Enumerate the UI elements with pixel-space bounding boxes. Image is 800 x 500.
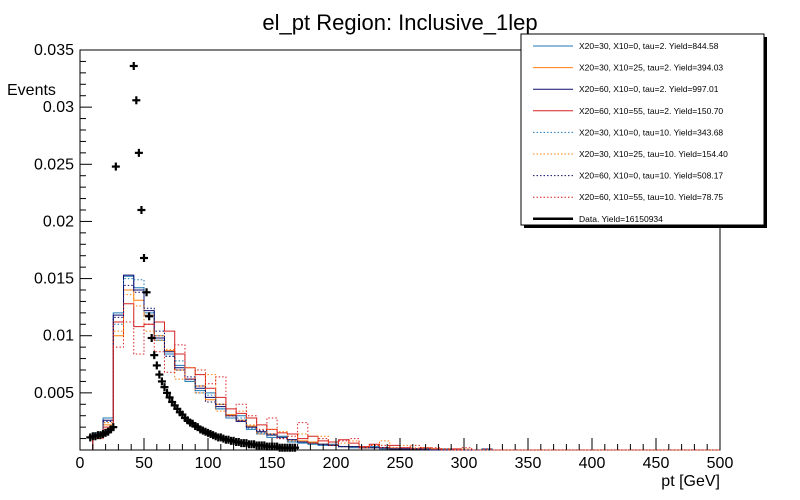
data-point (142, 288, 151, 297)
x-tick-label: 200 (323, 455, 350, 472)
legend-entry-label: Data. Yield=16150934 (579, 214, 663, 224)
y-tick-label: 0.01 (43, 328, 74, 345)
x-tick-label: 250 (387, 455, 414, 472)
data-point (163, 388, 172, 397)
data-point (109, 423, 118, 432)
data-point (129, 62, 138, 70)
x-tick-label: 150 (259, 455, 286, 472)
legend-entry-label: X20=60, X10=0, tau=2. Yield=997.01 (579, 84, 719, 94)
series-line-8 (92, 321, 720, 451)
data-point (150, 351, 159, 360)
legend-entry-label: X20=30, X10=0, tau=2. Yield=844.58 (579, 41, 719, 51)
data-point (134, 148, 143, 157)
y-axis-title: Events (7, 82, 56, 99)
chart-title: el_pt Region: Inclusive_1lep (262, 10, 537, 35)
y-tick-label: 0.005 (34, 385, 74, 402)
y-tick-label: 0.035 (34, 42, 74, 59)
data-point (152, 361, 161, 370)
x-tick-label: 450 (643, 455, 670, 472)
y-tick-label: 0.03 (43, 99, 74, 116)
axes-layer: 0 50 100 150 200 250 300 350 400 450 500 0.005 0.01 0… (34, 42, 733, 472)
data-point (111, 162, 120, 171)
legend-entry-label: X20=30, X10=25, tau=10. Yield=154.40 (579, 149, 728, 159)
series-line-6 (92, 294, 720, 451)
legend-entry-label: X20=30, X10=25, tau=2. Yield=394.03 (579, 63, 723, 73)
data-point (157, 377, 166, 386)
data-point (147, 334, 156, 342)
legend-entry-label: X20=60, X10=55, tau=10. Yield=78.75 (579, 192, 723, 202)
x-tick-label: 100 (195, 455, 222, 472)
y-tick-label: 0.025 (34, 156, 74, 173)
series-line-7 (92, 284, 720, 451)
x-tick-label: 0 (76, 455, 85, 472)
legend: X20=30, X10=0, tau=2. Yield=844.58 X20=30… (520, 33, 767, 228)
y-tick-label: 0.02 (43, 213, 74, 230)
legend-entry-label: X20=60, X10=0, tau=10. Yield=508.17 (579, 171, 723, 181)
data-point (155, 370, 164, 379)
x-tick-label: 50 (135, 455, 153, 472)
x-axis-title: pt [GeV] (661, 473, 720, 490)
x-tick-label: 500 (707, 455, 734, 472)
data-point (140, 254, 148, 262)
legend-entry-label: X20=30, X10=0, tau=10. Yield=343.68 (579, 127, 723, 137)
data-point (160, 383, 169, 392)
legend-box (520, 33, 765, 226)
data-point (132, 96, 141, 105)
x-tick-label: 350 (515, 455, 542, 472)
data-point (145, 312, 154, 321)
data-point (137, 206, 146, 214)
x-tick-label: 300 (451, 455, 478, 472)
series-layer (92, 274, 720, 451)
data-point (165, 393, 174, 402)
y-tick-label: 0.015 (34, 271, 74, 288)
legend-entry-label: X20=60, X10=55, tau=2. Yield=150.70 (579, 106, 723, 116)
x-tick-label: 400 (579, 455, 606, 472)
